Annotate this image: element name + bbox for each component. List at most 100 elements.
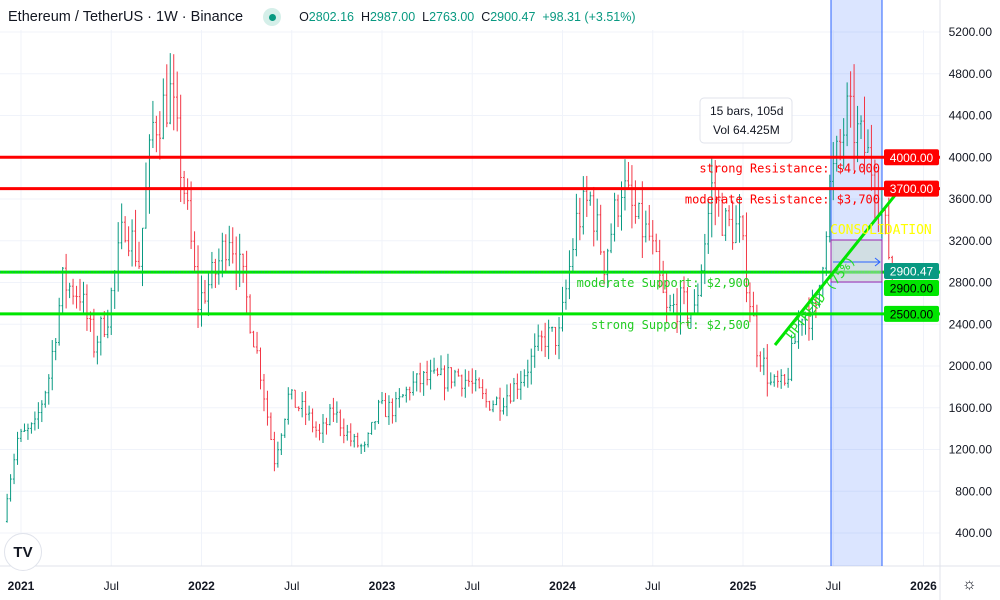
candle <box>328 404 332 426</box>
candle <box>540 330 543 352</box>
candle <box>724 207 727 241</box>
y-tick-label: 2800.00 <box>949 276 993 290</box>
candle <box>321 414 325 443</box>
candle <box>412 371 415 396</box>
candle <box>523 369 526 387</box>
candle <box>134 209 137 267</box>
candle <box>300 392 304 418</box>
candle <box>373 421 377 430</box>
candle <box>602 250 606 285</box>
y-tick-label: 400.00 <box>955 526 992 540</box>
candle <box>228 225 231 267</box>
candle <box>408 386 411 401</box>
candle <box>269 412 273 441</box>
x-tick-label: 2024 <box>549 579 576 593</box>
candle <box>349 423 352 447</box>
candle <box>856 105 859 163</box>
candle <box>398 388 401 408</box>
candle <box>623 159 627 211</box>
candle <box>842 118 845 169</box>
symbol-title[interactable]: Ethereum / TetherUS · 1W · Binance <box>8 9 244 25</box>
candle <box>491 400 495 413</box>
candle <box>110 287 113 335</box>
candle <box>297 406 300 412</box>
x-tick-label: Jul <box>284 579 299 593</box>
candle <box>92 308 96 358</box>
candle <box>637 202 641 220</box>
candle <box>832 141 835 201</box>
candle <box>592 186 595 247</box>
candle <box>488 400 491 411</box>
candle <box>450 367 453 389</box>
candle <box>766 344 769 397</box>
candle <box>509 383 512 404</box>
arrow-head-icon <box>874 257 881 267</box>
candle <box>609 223 613 254</box>
candle <box>457 368 460 377</box>
candle <box>103 311 106 338</box>
candle <box>779 369 783 389</box>
candle <box>498 387 502 421</box>
candle <box>19 428 23 442</box>
x-tick-label: 2022 <box>188 579 215 593</box>
candle <box>425 360 429 386</box>
y-tick-label: 3600.00 <box>949 192 993 206</box>
date-range-highlight[interactable] <box>831 0 882 566</box>
candle <box>85 284 89 331</box>
candle <box>245 250 248 315</box>
candle <box>446 353 450 392</box>
candle <box>852 64 856 171</box>
candle <box>377 399 380 424</box>
gear-icon[interactable]: ☼ <box>962 576 977 593</box>
candle <box>575 193 578 257</box>
candle <box>384 392 387 418</box>
candle <box>616 194 620 228</box>
resistance-price-badge <box>884 149 939 166</box>
candle <box>863 96 866 175</box>
candle <box>54 338 57 361</box>
candle <box>120 203 123 250</box>
candle <box>838 128 842 161</box>
candle <box>613 192 616 242</box>
candle <box>203 279 207 304</box>
candle <box>443 365 446 401</box>
candle <box>189 181 193 250</box>
candle <box>259 347 262 390</box>
candle <box>241 253 245 283</box>
candle <box>130 219 134 267</box>
candle <box>512 377 516 402</box>
candle <box>283 418 287 438</box>
candle <box>727 205 731 227</box>
candle <box>564 279 568 310</box>
candle <box>207 273 210 316</box>
x-tick-label: 2025 <box>730 579 757 593</box>
candle <box>231 227 234 264</box>
uptrend-line[interactable] <box>773 188 902 346</box>
candle <box>505 384 509 417</box>
candle <box>550 326 554 332</box>
candle <box>887 197 890 260</box>
candle <box>547 319 550 360</box>
candle <box>769 372 772 386</box>
candle <box>537 324 540 351</box>
candle <box>200 275 203 327</box>
candle <box>533 333 536 368</box>
x-tick-label: 2021 <box>8 579 35 593</box>
candle <box>64 253 68 309</box>
candle <box>474 370 477 392</box>
candle <box>273 431 276 472</box>
tradingview-logo[interactable]: TV <box>4 533 42 571</box>
candle <box>748 282 752 323</box>
candle <box>366 432 370 448</box>
candle <box>23 423 26 432</box>
candle <box>262 373 266 412</box>
candle <box>714 160 717 226</box>
projection-box[interactable] <box>830 239 883 283</box>
candle <box>391 398 394 424</box>
candle <box>339 409 342 437</box>
candle <box>162 78 165 140</box>
candle <box>675 288 679 333</box>
support-price-badge-text: 2500.00 <box>890 307 934 321</box>
candle <box>401 393 405 398</box>
